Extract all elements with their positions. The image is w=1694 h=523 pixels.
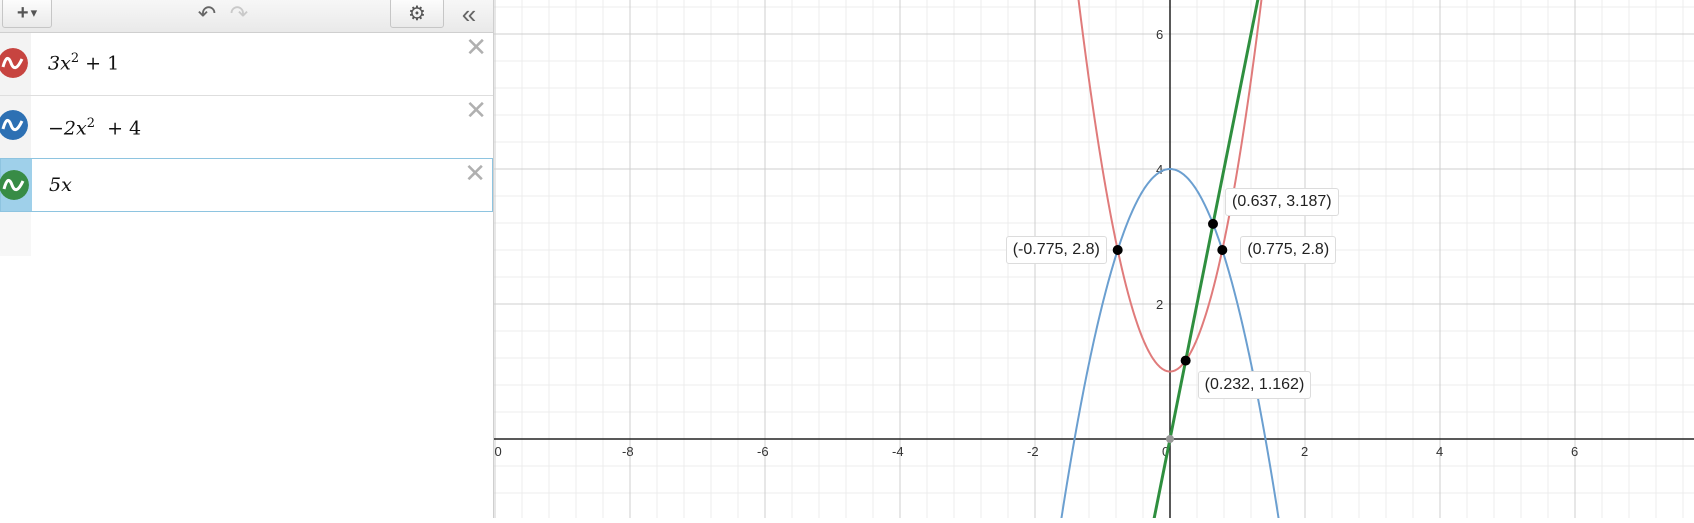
x-tick-label: -8 [622,444,634,459]
x-tick-label: 4 [1436,444,1443,459]
graph-wave-icon[interactable] [0,48,28,78]
x-tick-label: 2 [1301,444,1308,459]
plus-icon: + [16,1,29,24]
expression-toolbar: + ▾ ↶ ↷ ⚙ « [0,0,493,33]
graph-wave-icon[interactable] [0,110,28,140]
graph-paper[interactable]: -10 -8 -6 -4 -2 0 2 4 6 2 4 6 (-0.775, 2.8) (0.637, … [483,0,1694,523]
point-coordinate-label: (0.232, 1.162) [1197,370,1312,399]
redo-icon: ↷ [229,1,249,26]
caret-down-icon: ▾ [30,5,38,20]
x-tick-label: -2 [1027,444,1039,459]
remove-expression-button[interactable]: ✕ [465,33,487,63]
double-chevron-left-icon: « [461,0,477,29]
gear-icon: ⚙ [408,2,426,25]
y-tick-label: 4 [1156,162,1163,177]
expression-row-3[interactable]: 5x ✕ [0,158,493,212]
x-tick-label: 0 [1162,444,1169,459]
redo-button[interactable]: ↷ [224,0,254,28]
undo-button[interactable]: ↶ [192,0,222,28]
empty-expression-row[interactable] [0,212,31,256]
remove-expression-button[interactable]: ✕ [465,96,487,126]
curve-5x [1151,0,1260,523]
expression-latex[interactable]: 5x [49,174,72,196]
y-tick-label: 2 [1156,297,1163,312]
add-expression-button[interactable]: + ▾ [2,0,52,28]
point-coordinate-label: (0.637, 3.187) [1224,187,1339,216]
x-tick-label: -4 [892,444,904,459]
intersection-point[interactable] [1207,218,1218,229]
intersection-point[interactable] [1217,245,1228,255]
intersection-point[interactable] [1180,355,1191,366]
expression-latex[interactable]: 3x2 + 1 [48,51,120,75]
intersection-point[interactable] [1112,245,1123,255]
x-tick-label: -6 [757,444,769,459]
point-coordinate-label: (-0.775, 2.8) [1005,236,1107,264]
expression-latex[interactable]: −2x2 + 4 [48,116,142,140]
point-coordinate-label: (0.775, 2.8) [1240,236,1337,264]
expression-row-1[interactable]: 3x2 + 1 ✕ [0,33,493,96]
y-tick-label: 6 [1156,27,1163,42]
graph-wave-icon[interactable] [0,170,29,200]
x-tick-label: -10 [494,444,502,459]
curve-3x2-plus-1 [1077,0,1263,373]
settings-button[interactable]: ⚙ [390,0,444,28]
undo-icon: ↶ [197,1,217,26]
remove-expression-button[interactable]: ✕ [464,159,486,189]
expression-sidebar: + ▾ ↶ ↷ ⚙ « 3x2 + 1 ✕ [0,0,494,518]
collapse-sidebar-button[interactable]: « [456,0,482,29]
x-tick-label: 6 [1571,444,1578,459]
expression-row-2[interactable]: −2x2 + 4 ✕ [0,96,493,159]
curve-neg2x2-plus-4 [1059,168,1281,523]
origin-point [1166,435,1174,443]
graph-canvas[interactable]: -10 -8 -6 -4 -2 0 2 4 6 2 4 6 [483,0,1694,523]
